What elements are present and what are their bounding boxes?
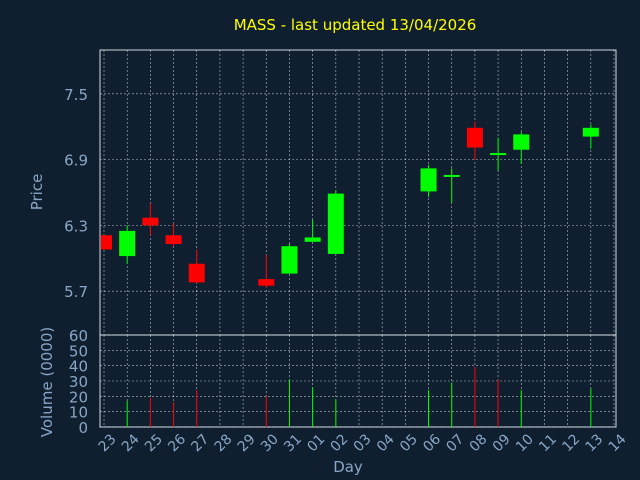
candle-body xyxy=(304,237,321,242)
candle-body xyxy=(142,217,159,226)
volume-tick-label: 50 xyxy=(69,342,88,360)
candle xyxy=(165,223,182,247)
candle-body xyxy=(582,127,599,137)
candle-body xyxy=(513,134,530,150)
volume-tick-label: 20 xyxy=(69,388,88,406)
price-tick-label: 6.9 xyxy=(64,152,88,170)
volume-tick-label: 10 xyxy=(69,404,88,422)
volume-tick-label: 40 xyxy=(69,358,88,376)
y-axis-label: Price xyxy=(28,174,46,211)
volume-axis-label: Volume (0000) xyxy=(38,327,56,437)
candle-body xyxy=(420,168,437,192)
candle xyxy=(420,165,437,197)
candle-body xyxy=(101,235,112,250)
candle-body xyxy=(188,263,205,283)
price-tick-label: 6.3 xyxy=(64,217,88,235)
candle-body xyxy=(443,174,460,177)
candle-body xyxy=(165,235,182,245)
candle xyxy=(513,132,530,164)
candle-body xyxy=(490,153,507,156)
candle xyxy=(304,219,321,242)
volume-tick-label: 0 xyxy=(78,419,88,437)
candle xyxy=(466,121,483,160)
price-tick-label: 7.5 xyxy=(64,86,88,104)
candle xyxy=(188,249,205,284)
volume-tick-label: 30 xyxy=(69,373,88,391)
candle xyxy=(119,225,136,264)
candle-body xyxy=(258,279,275,286)
candle-body xyxy=(281,246,298,274)
candle xyxy=(258,254,275,288)
candle xyxy=(142,203,159,236)
candle-body xyxy=(466,127,483,148)
price-panel: 5.7 6.3 6.9 7.5 xyxy=(64,49,617,336)
candle xyxy=(582,124,599,149)
candle xyxy=(281,244,298,274)
candle xyxy=(490,137,507,171)
candle xyxy=(443,168,460,203)
chart-title: MASS - last updated 13/04/2026 xyxy=(234,16,477,34)
candle xyxy=(327,190,344,254)
x-axis: 23 24 25 26 27 28 29 30 31 01 02 03 04 05 06 07 08 09 10 11… xyxy=(96,431,630,455)
volume-tick-label: 60 xyxy=(69,327,88,345)
candle-body xyxy=(119,230,136,257)
candle xyxy=(101,235,112,250)
x-axis-label: Day xyxy=(333,458,363,476)
candle-body xyxy=(327,193,344,254)
price-tick-label: 5.7 xyxy=(64,283,88,301)
